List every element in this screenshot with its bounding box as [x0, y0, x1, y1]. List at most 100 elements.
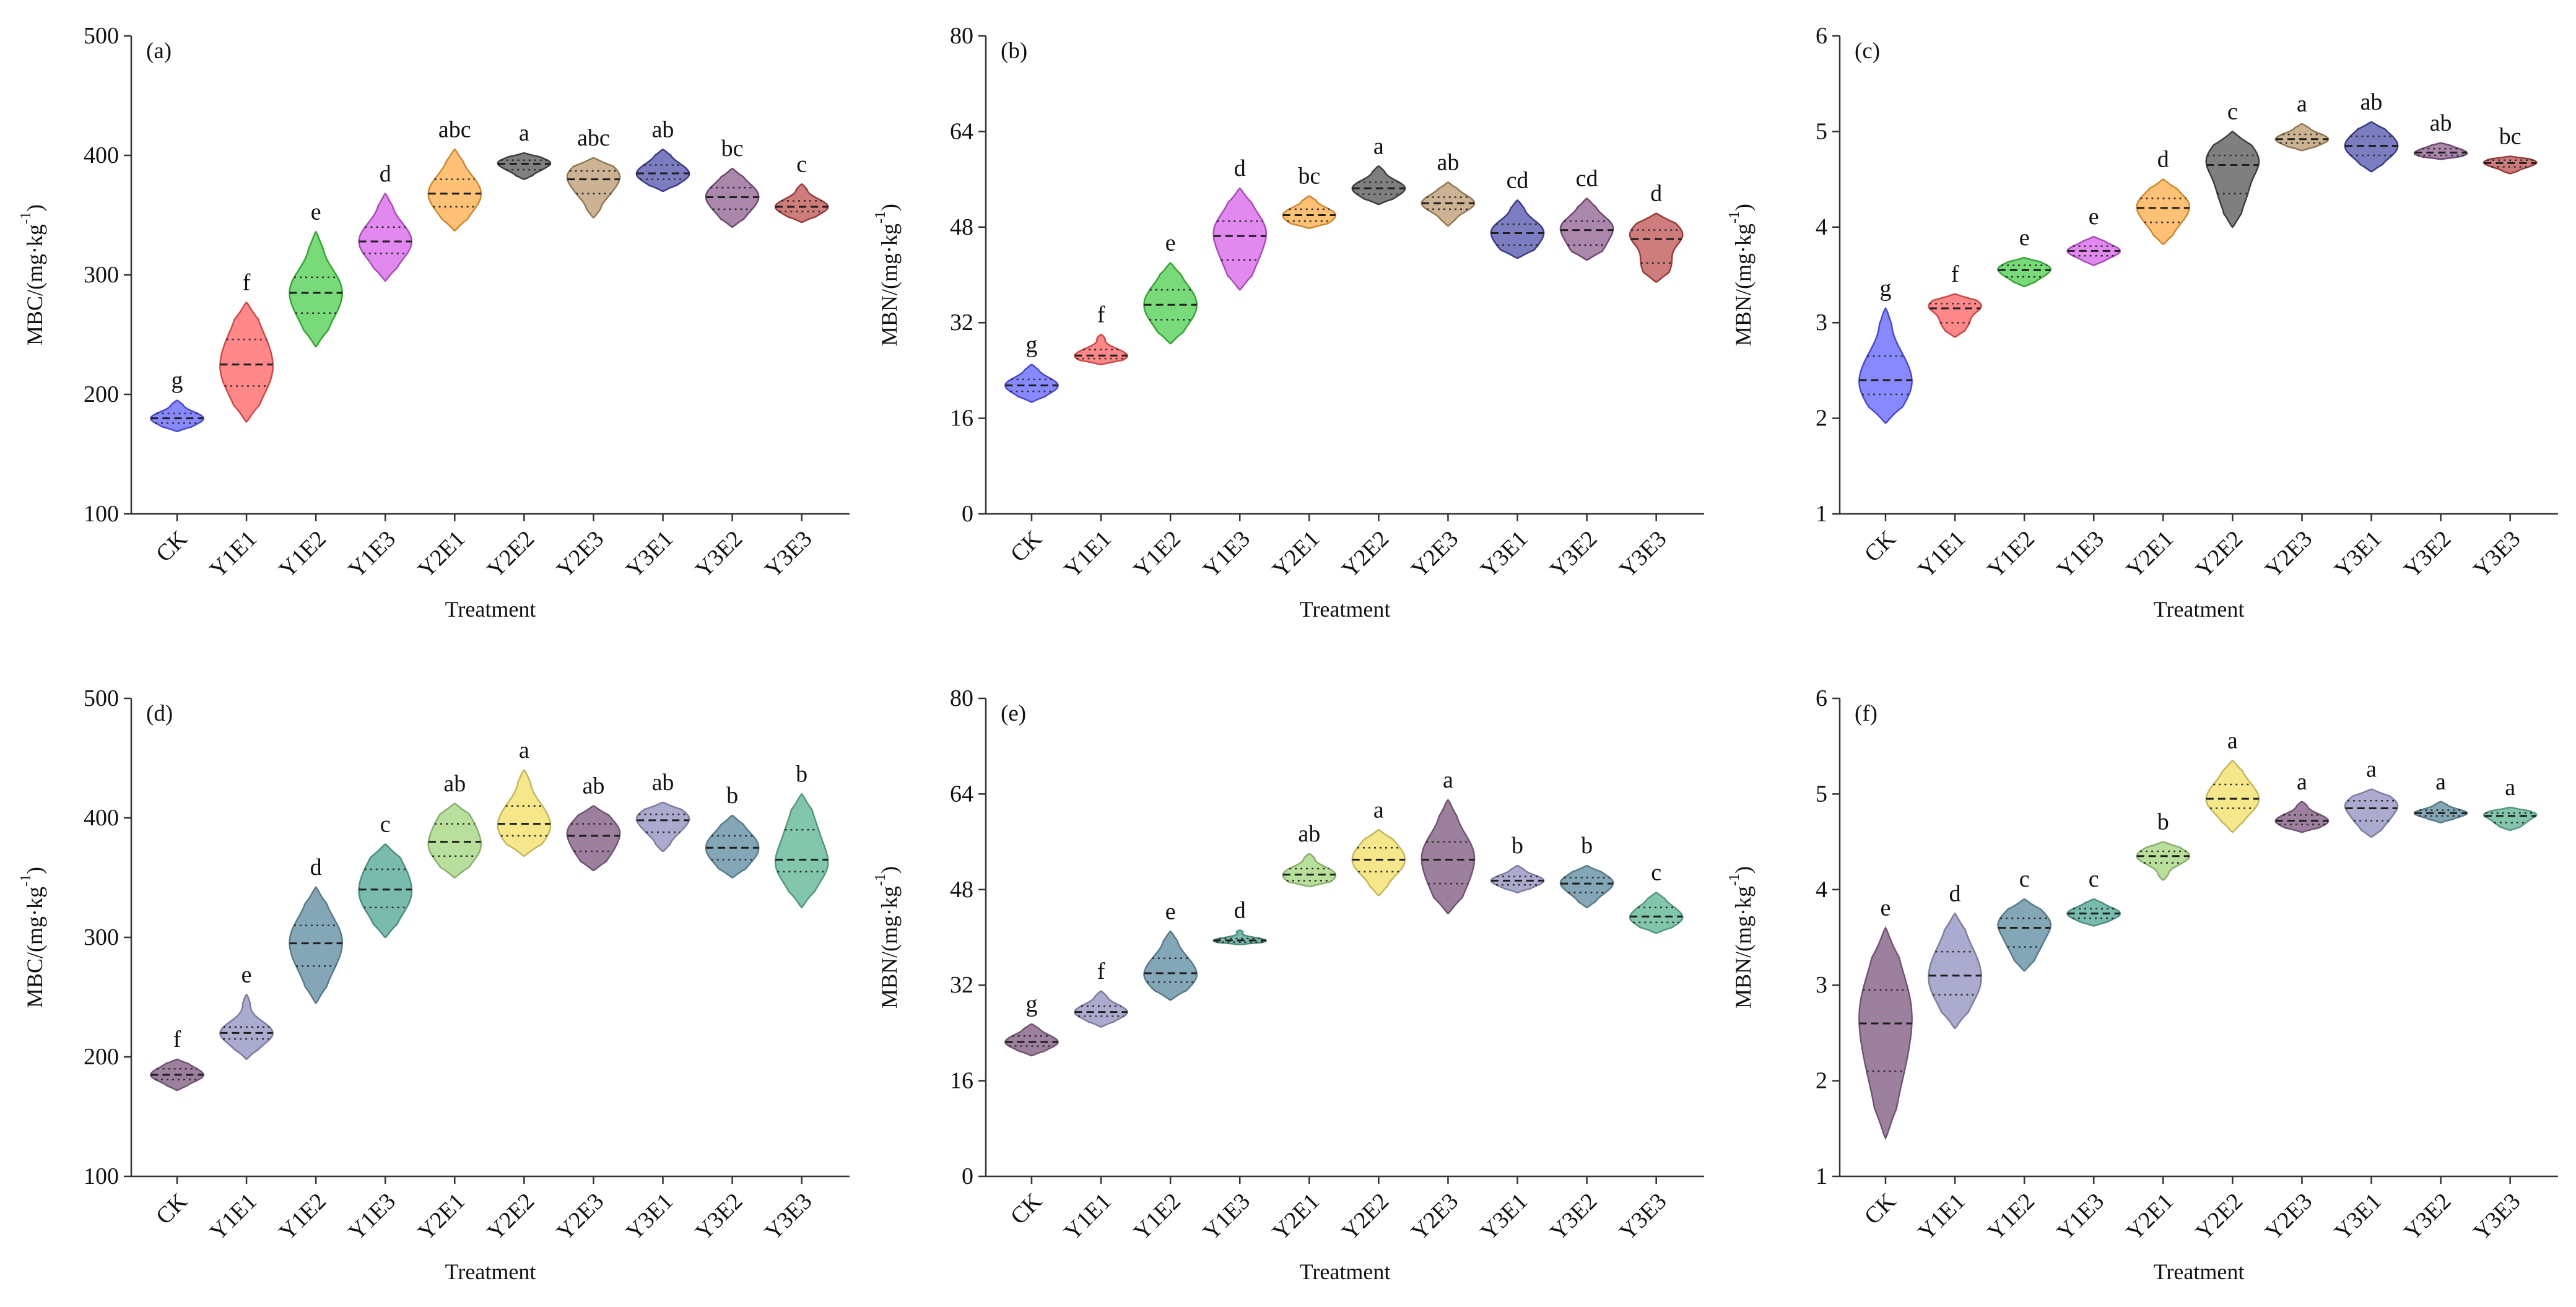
y-tick-label: 5: [1816, 781, 1827, 807]
significance-letter: ab: [1437, 149, 1459, 175]
violin-y3e3: [774, 792, 829, 909]
significance-letter: ab: [652, 116, 674, 142]
violin-y1e2: [1143, 262, 1198, 345]
y-tick-label: 32: [950, 310, 973, 336]
significance-letter: b: [796, 761, 807, 787]
significance-letter: b: [2157, 809, 2169, 835]
violin-y2e2: [1351, 828, 1406, 897]
y-tick-label: 3: [1816, 310, 1827, 336]
y-axis-title-main: MBN/(mg·kg: [877, 224, 902, 346]
significance-letter: c: [380, 811, 391, 837]
significance-letter: a: [2297, 91, 2307, 117]
significance-letter: e: [242, 962, 252, 988]
violin-y3e3: [2482, 155, 2538, 175]
violin-y3e1: [1490, 864, 1545, 893]
violin-y2e1: [427, 802, 482, 879]
y-axis-title-end: ): [22, 204, 47, 212]
significance-letter: ab: [2361, 89, 2383, 115]
y-tick-label: 4: [1816, 214, 1827, 240]
violin-y2e3: [2274, 801, 2330, 833]
violin-ck: [1004, 1023, 1059, 1057]
y-tick-label: 0: [962, 1163, 973, 1189]
significance-letter: f: [173, 1027, 181, 1053]
violin-y1e2: [289, 230, 343, 348]
significance-letter: d: [2157, 147, 2169, 173]
panel-label: (a): [146, 38, 172, 64]
y-tick-label: 400: [84, 142, 119, 168]
significance-letter: a: [1373, 797, 1384, 823]
violin-y1e1: [1928, 912, 1982, 1030]
violin-y2e1: [427, 148, 482, 232]
significance-letter: d: [1650, 181, 1662, 207]
violin-y1e3: [358, 192, 413, 282]
significance-letter: a: [2227, 727, 2238, 753]
y-tick-label: 64: [950, 781, 973, 807]
significance-letter: a: [2366, 757, 2377, 783]
y-axis-title-superscript: -1: [872, 211, 889, 224]
violin-y3e2: [705, 814, 760, 879]
significance-letter: c: [2019, 866, 2030, 892]
violin-y3e1: [635, 148, 690, 193]
y-tick-label: 4: [1816, 877, 1827, 903]
x-axis-title: Treatment: [1300, 1259, 1391, 1284]
y-tick-label: 200: [84, 381, 119, 407]
violin-y2e2: [497, 152, 552, 180]
significance-letter: a: [519, 120, 529, 146]
y-axis-title-end: ): [22, 867, 47, 874]
y-tick-label: 0: [962, 501, 973, 527]
violin-ck: [1858, 926, 1913, 1140]
y-tick-label: 16: [950, 1068, 973, 1094]
significance-letter: e: [2019, 225, 2030, 251]
significance-letter: cd: [1507, 167, 1529, 193]
y-tick-label: 6: [1816, 23, 1827, 49]
violin-y1e1: [219, 301, 274, 423]
significance-letter: d: [1234, 897, 1246, 923]
y-axis-title-main: MBN/(mg·kg: [1731, 224, 1756, 346]
violin-y1e2: [289, 885, 343, 1005]
significance-letter: g: [1879, 276, 1891, 302]
significance-letter: g: [1025, 332, 1037, 358]
y-tick-label: 6: [1816, 685, 1827, 711]
y-tick-label: 80: [950, 23, 973, 49]
y-axis-title-superscript: -1: [872, 874, 889, 886]
x-axis-title: Treatment: [2154, 597, 2245, 622]
y-axis-title-superscript: -1: [1726, 874, 1743, 886]
violin-y3e1: [1490, 199, 1545, 259]
violin-y3e1: [635, 801, 690, 853]
y-tick-label: 80: [950, 685, 973, 711]
y-tick-label: 400: [84, 805, 119, 831]
y-tick-label: 5: [1816, 118, 1827, 144]
panel-label: (c): [1855, 38, 1880, 64]
violin-y1e2: [1143, 930, 1198, 1001]
y-axis-title: MBN/(mg·kg-1): [1726, 204, 1756, 346]
panel-label: (d): [146, 701, 173, 726]
significance-letter: ab: [1298, 821, 1320, 847]
y-axis-title-end: ): [1731, 204, 1756, 211]
significance-letter: a: [2505, 775, 2515, 801]
y-tick-label: 500: [84, 685, 119, 711]
y-tick-label: 2: [1816, 406, 1827, 432]
violin-y2e3: [566, 157, 621, 219]
y-axis-title: MBN/(mg·kg-1): [872, 204, 902, 346]
significance-letter: e: [1165, 230, 1176, 256]
significance-letter: d: [310, 854, 322, 880]
significance-letter: b: [1581, 833, 1593, 859]
y-tick-label: 3: [1816, 972, 1827, 998]
significance-letter: f: [1097, 958, 1105, 984]
y-tick-label: 48: [950, 877, 973, 903]
significance-letter: d: [1234, 155, 1246, 181]
y-axis-title-end: ): [877, 866, 902, 874]
significance-letter: b: [1512, 833, 1523, 859]
x-axis-title: Treatment: [445, 1259, 536, 1284]
y-axis-title: MBN/(mg·kg-1): [872, 866, 902, 1009]
significance-letter: ab: [443, 771, 466, 797]
violin-ck: [1004, 363, 1059, 403]
y-tick-label: 1: [1816, 1163, 1827, 1189]
x-axis-title: Treatment: [1300, 597, 1391, 622]
violin-y2e3: [566, 805, 621, 872]
y-axis-title: MBC/(mg·kg-1): [18, 204, 47, 345]
violin-ck: [1858, 306, 1913, 424]
y-axis-title: MBC/(mg·kg-1): [18, 867, 47, 1008]
